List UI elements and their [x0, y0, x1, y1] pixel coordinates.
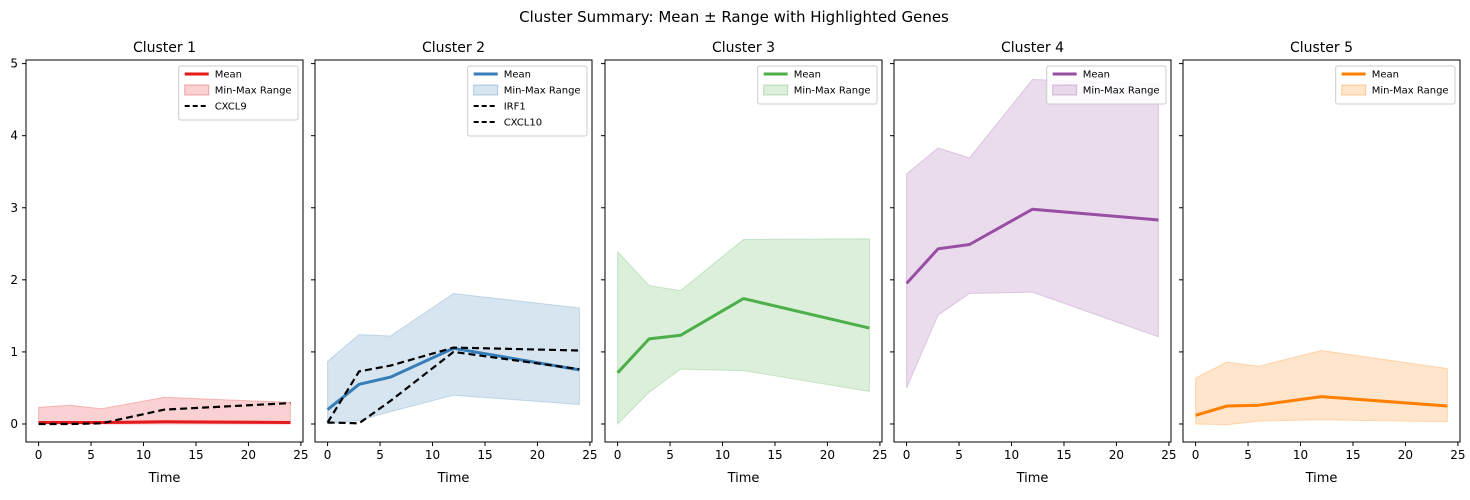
mean-line — [326, 346, 580, 411]
chart-legend: Mean Min-Max Range — [757, 65, 878, 105]
gene-line-cxcl10 — [327, 350, 580, 425]
mean-line — [905, 207, 1159, 285]
gene-line-cxcl9 — [38, 402, 291, 426]
chart-legend: Mean Min-Max Range CXCL9 — [178, 65, 299, 121]
legend-label: Min-Max Range — [215, 86, 292, 97]
legend-range-swatch — [1341, 84, 1367, 96]
axes-frame — [604, 59, 883, 443]
x-tick-label: 5 — [87, 448, 95, 462]
x-tick-label: 10 — [425, 448, 440, 462]
legend-label: Mean — [794, 70, 821, 81]
x-tick-label: 0 — [614, 448, 622, 462]
y-tick-label: 1 — [10, 345, 18, 359]
chart-panel-3: Cluster 3 0 5 10 15 20 25 Time Mean Min-Max Range — [601, 40, 888, 486]
chart-legend: Mean Min-Max Range — [1046, 65, 1167, 105]
range-band — [1195, 349, 1448, 426]
legend-label: Min-Max Range — [1083, 86, 1160, 97]
legend-label: Min-Max Range — [1372, 86, 1449, 97]
legend-box — [467, 65, 588, 137]
x-tick-label: 5 — [666, 448, 674, 462]
axes-frame — [1182, 59, 1461, 443]
legend-range-swatch — [184, 84, 210, 96]
chart-title: Cluster 4 — [1001, 40, 1064, 56]
figure-suptitle: Cluster Summary: Mean ± Range with Highl… — [519, 8, 949, 26]
x-tick-label: 20 — [820, 448, 835, 462]
x-tick-label: 25 — [1161, 448, 1176, 462]
legend-box — [178, 65, 299, 121]
x-tick-label: 0 — [1192, 448, 1200, 462]
y-tick-label: 0 — [10, 417, 18, 431]
x-axis-label: Time — [727, 471, 760, 486]
chart-panels: Cluster 1 0 5 10 15 20 25 0 1 2 3 4 5 Time Mean Min-Max… — [10, 40, 1465, 486]
chart-title: Cluster 1 — [133, 40, 196, 56]
axes-frame — [25, 59, 304, 443]
x-tick-label: 25 — [1450, 448, 1465, 462]
chart-legend: Mean Min-Max Range IRF1 CXCL10 — [467, 65, 588, 137]
range-band — [617, 238, 870, 426]
x-tick-label: 10 — [1004, 448, 1019, 462]
gene-line-irf1 — [326, 346, 580, 424]
chart-panel-1: Cluster 1 0 5 10 15 20 25 0 1 2 3 4 5 Time Mean Min-Max… — [10, 40, 308, 486]
x-tick-label: 20 — [241, 448, 256, 462]
x-tick-label: 15 — [188, 448, 203, 462]
x-tick-label: 15 — [767, 448, 782, 462]
x-tick-label: 20 — [1398, 448, 1413, 462]
chart-title: Cluster 3 — [712, 40, 775, 56]
chart-panel-4: Cluster 4 0 5 10 15 20 25 Time Mean Min-Max Range — [890, 40, 1177, 486]
x-tick-label: 0 — [324, 448, 332, 462]
y-tick-label: 5 — [10, 57, 18, 71]
legend-label: IRF1 — [504, 102, 526, 113]
x-tick-label: 10 — [715, 448, 730, 462]
x-tick-label: 0 — [903, 448, 911, 462]
chart-title: Cluster 5 — [1290, 40, 1353, 56]
x-tick-label: 15 — [477, 448, 492, 462]
x-tick-label: 15 — [1345, 448, 1360, 462]
legend-label: Mean — [1372, 70, 1399, 81]
legend-label: Mean — [504, 70, 531, 81]
chart-legend: Mean Min-Max Range — [1335, 65, 1456, 105]
x-tick-label: 25 — [293, 448, 308, 462]
x-axis-label: Time — [437, 471, 470, 486]
mean-line — [616, 297, 870, 374]
x-tick-label: 20 — [1109, 448, 1124, 462]
legend-range-swatch — [763, 84, 789, 96]
mean-line — [1195, 395, 1448, 417]
y-tick-label: 3 — [10, 201, 18, 215]
legend-label: Min-Max Range — [794, 86, 871, 97]
legend-label: Mean — [1083, 70, 1110, 81]
y-tick-label: 4 — [10, 129, 18, 143]
x-tick-label: 5 — [955, 448, 963, 462]
x-tick-label: 10 — [136, 448, 151, 462]
legend-range-swatch — [1052, 84, 1078, 96]
chart-title: Cluster 2 — [422, 40, 485, 56]
mean-line — [38, 420, 291, 424]
legend-range-swatch — [473, 84, 499, 96]
axes-frame — [893, 59, 1172, 443]
range-band — [906, 78, 1159, 389]
chart-panel-2: Cluster 2 0 5 10 15 20 25 Time Mean Min-Max Range… — [311, 40, 598, 486]
legend-label: Min-Max Range — [504, 86, 581, 97]
y-tick-label: 2 — [10, 273, 18, 287]
x-tick-label: 25 — [872, 448, 887, 462]
x-axis-label: Time — [1305, 471, 1338, 486]
range-band — [327, 292, 580, 425]
axes-frame — [314, 59, 593, 443]
chart-panel-5: Cluster 5 0 5 10 15 20 25 Time Mean Min-Max Range — [1179, 40, 1466, 486]
x-tick-label: 0 — [35, 448, 43, 462]
x-axis-label: Time — [1016, 471, 1049, 486]
legend-label: CXCL9 — [215, 102, 247, 113]
x-tick-label: 15 — [1056, 448, 1071, 462]
x-tick-label: 5 — [1244, 448, 1252, 462]
legend-label: Mean — [215, 70, 242, 81]
legend-label: CXCL10 — [504, 118, 542, 129]
x-tick-label: 20 — [530, 448, 545, 462]
x-axis-label: Time — [148, 471, 181, 486]
x-tick-label: 5 — [376, 448, 384, 462]
x-tick-label: 10 — [1293, 448, 1308, 462]
x-tick-label: 25 — [582, 448, 597, 462]
